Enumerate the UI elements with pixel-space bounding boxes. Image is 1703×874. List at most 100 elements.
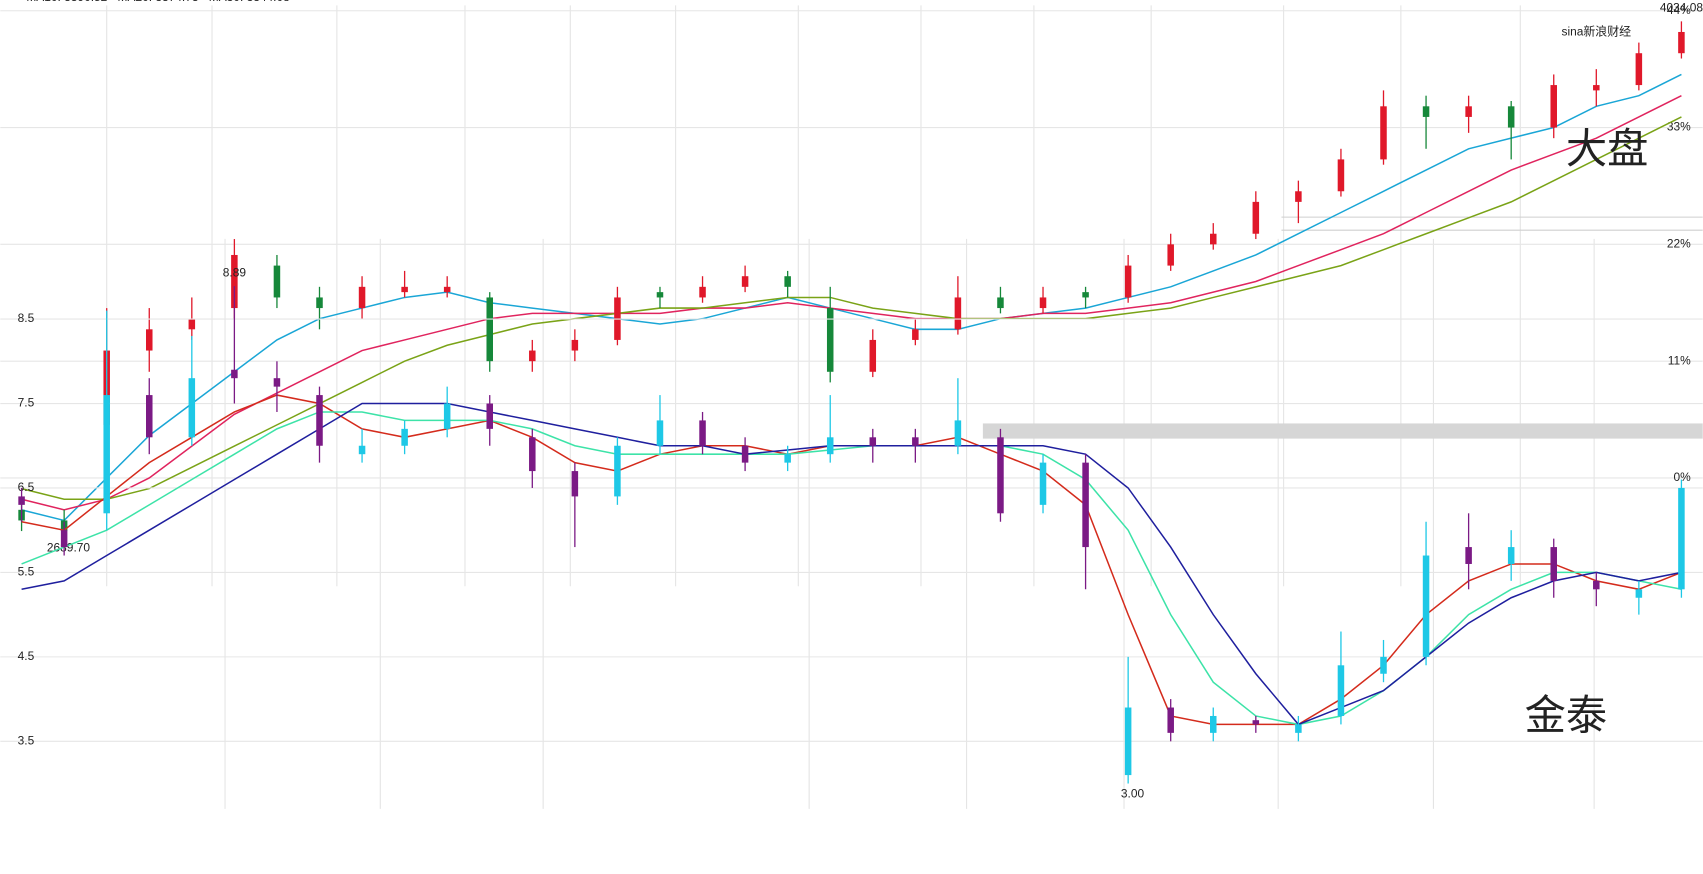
- candle-body: [656, 420, 664, 446]
- candle-body: [1039, 462, 1047, 505]
- candle-body: [146, 395, 153, 438]
- candle-body: [571, 339, 579, 351]
- candle-body: [1337, 665, 1345, 716]
- candle-body: [1507, 547, 1515, 564]
- candle-body: [1337, 159, 1345, 192]
- candle-body: [273, 265, 281, 298]
- candle-body: [741, 276, 749, 287]
- candle-body: [146, 329, 153, 351]
- candle-body: [826, 308, 834, 372]
- layout-grid: [106, 5, 1703, 809]
- candle-body: [1422, 106, 1430, 117]
- candle-body: [1380, 656, 1387, 674]
- candle-body: [529, 350, 536, 362]
- candle-body: [997, 297, 1004, 309]
- y-tick-label: 6.5: [18, 480, 35, 494]
- candle-body: [912, 329, 919, 340]
- candle-body: [1210, 233, 1217, 245]
- candle-body: [401, 286, 408, 293]
- candle-body: [1550, 85, 1557, 128]
- candle-body: [443, 286, 451, 293]
- candle-body: [316, 395, 323, 446]
- chart-label: 大盘: [1566, 126, 1649, 172]
- ma-line: [21, 402, 1682, 726]
- y-tick-label: 4.5: [18, 649, 35, 663]
- candle-body: [1635, 589, 1643, 598]
- candle-body: [1082, 462, 1089, 548]
- candle-body: [529, 437, 536, 472]
- candle-body: [1678, 487, 1685, 590]
- candle-body: [443, 403, 451, 429]
- candle-body: [1252, 720, 1260, 725]
- ma-line: [21, 95, 1682, 511]
- candle-body: [699, 420, 706, 446]
- candle-body: [869, 339, 877, 372]
- candle-body: [1380, 106, 1387, 160]
- ma-line: [21, 394, 1682, 726]
- legend-entry: MA20: 3374.73: [118, 0, 199, 4]
- watermark: sina新浪财经: [1561, 24, 1631, 39]
- candle-body: [656, 292, 664, 298]
- candle-body: [1635, 53, 1643, 86]
- y-tick-label: 8.5: [18, 311, 35, 325]
- candle-body: [954, 297, 962, 330]
- candle-body: [1167, 707, 1174, 733]
- candle-body: [103, 395, 110, 514]
- candle-body: [486, 297, 493, 362]
- candle-body: [1252, 201, 1260, 234]
- y-tick-label: 5.5: [18, 565, 35, 579]
- candle-body: [869, 437, 877, 446]
- candle-body: [1124, 707, 1132, 776]
- candle-body: [784, 276, 791, 287]
- y-tick-label: 44%: [1667, 3, 1691, 17]
- candle-body: [1550, 547, 1557, 581]
- candle-body: [1422, 555, 1430, 657]
- candle-body: [1082, 292, 1089, 298]
- legend-entry: MA30: 3344.08: [209, 0, 290, 4]
- candle-body: [18, 496, 25, 505]
- candle-body: [571, 471, 579, 497]
- candle-body: [231, 369, 238, 379]
- candle-body: [486, 403, 493, 429]
- high-label: 4034.08: [1660, 0, 1703, 14]
- candle-body: [1507, 106, 1515, 128]
- candle-body: [358, 445, 366, 455]
- candle-body: [1678, 31, 1685, 54]
- candle-body: [60, 530, 68, 548]
- ma-line: [21, 73, 1682, 522]
- candle-body: [912, 437, 919, 446]
- ma-line: [21, 116, 1682, 500]
- y-tick-label: 3.5: [18, 733, 35, 747]
- candle-body: [784, 454, 791, 463]
- high-label: 8.89: [223, 265, 247, 279]
- candle-body: [1124, 265, 1132, 298]
- y-tick-label: 0%: [1673, 470, 1691, 484]
- candle-body: [997, 437, 1004, 514]
- candle-body: [231, 254, 238, 309]
- y-tick-label: 11%: [1668, 353, 1691, 367]
- low-label: 3.00: [1121, 787, 1145, 801]
- candle-body: [699, 286, 706, 298]
- candle-body: [1295, 724, 1302, 733]
- candle-body: [1593, 580, 1600, 590]
- y-tick-label: 7.5: [18, 396, 35, 410]
- candle-body: [1295, 191, 1302, 202]
- candle-body: [188, 378, 196, 438]
- candle-body: [1167, 244, 1174, 266]
- candle-body: [954, 420, 962, 446]
- candle-body: [316, 297, 323, 309]
- candle-body: [188, 318, 196, 330]
- y-tick-label: 22%: [1667, 237, 1691, 251]
- low-label: 2689.70: [47, 540, 91, 554]
- candle-body: [358, 286, 366, 309]
- y-tick-label: 33%: [1667, 120, 1691, 134]
- candle-body: [1465, 547, 1472, 564]
- candle-body: [741, 445, 749, 463]
- candle-body: [273, 378, 281, 387]
- chart-label: 金泰: [1525, 693, 1608, 739]
- candle-body: [1039, 297, 1047, 309]
- candle-body: [1593, 85, 1600, 91]
- candle-body: [826, 437, 834, 455]
